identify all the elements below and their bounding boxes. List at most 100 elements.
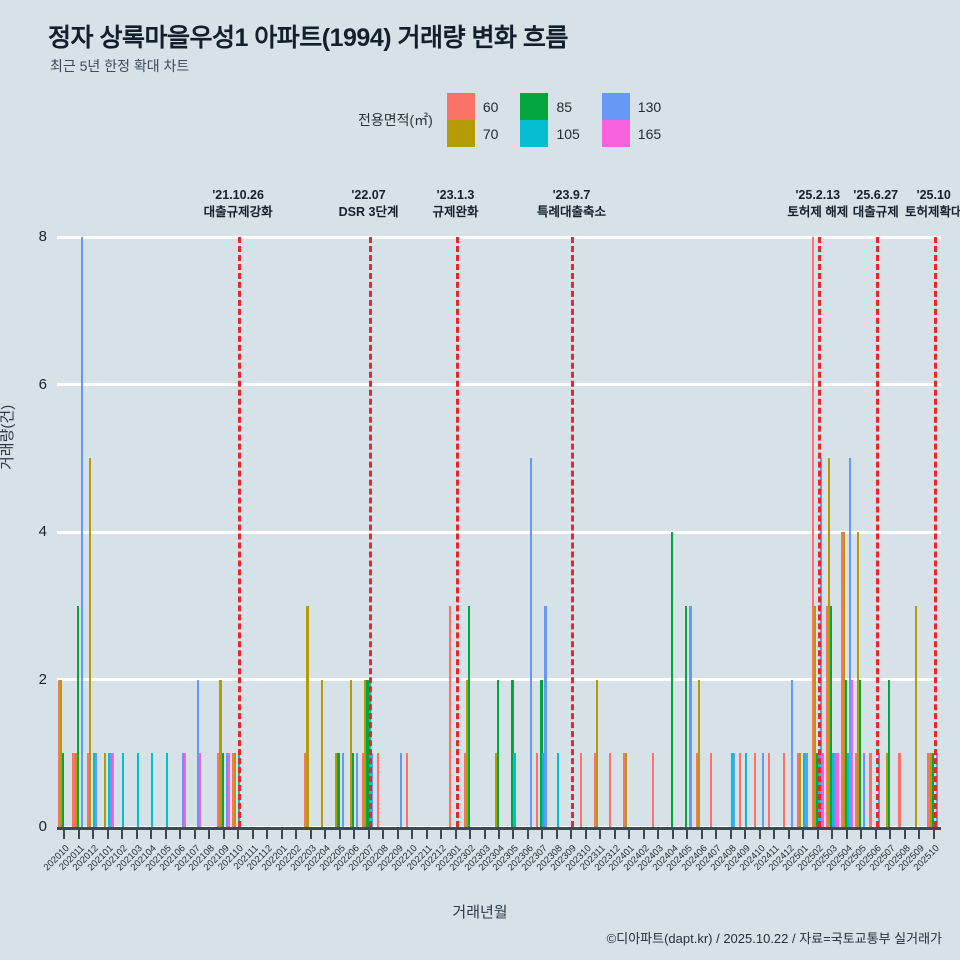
bar-202306-130[interactable] — [529, 458, 533, 827]
bar-202103-105[interactable] — [136, 753, 139, 827]
bar-202106-165[interactable] — [184, 753, 187, 827]
bar-202206-70[interactable] — [349, 679, 353, 827]
bar-202412-130[interactable] — [790, 679, 794, 827]
bar-202011-130[interactable] — [80, 237, 83, 827]
bar-202410-130[interactable] — [761, 753, 765, 827]
bar-202102-105[interactable] — [122, 753, 125, 827]
bar-202509-70[interactable] — [915, 605, 918, 827]
bar-202507-85[interactable] — [888, 679, 891, 827]
bar-202504-85[interactable] — [844, 679, 847, 827]
bar-202506-130[interactable] — [877, 753, 880, 827]
bar-202504-70[interactable] — [842, 532, 845, 827]
bar-202204-70[interactable] — [320, 679, 324, 827]
bar-202501-70[interactable] — [799, 753, 802, 827]
bar-202406-70[interactable] — [697, 679, 700, 827]
bar-202207-130[interactable] — [370, 753, 373, 827]
bar-202510-60[interactable] — [927, 753, 930, 827]
bar-202502-130[interactable] — [819, 458, 823, 827]
bar-202510-85[interactable] — [931, 753, 934, 827]
bar-202503-85[interactable] — [830, 605, 833, 827]
bar-202109-165[interactable] — [227, 753, 230, 827]
bar-202209-130[interactable] — [399, 753, 402, 827]
bar-202503-60[interactable] — [826, 605, 829, 827]
bar-202302-60[interactable] — [463, 753, 466, 827]
bar-202011-60[interactable] — [72, 753, 75, 827]
bar-202101-105[interactable] — [107, 753, 110, 827]
bar-202311-70[interactable] — [596, 679, 599, 827]
bar-202012-60[interactable] — [86, 753, 90, 827]
bar-202011-70[interactable] — [74, 753, 77, 827]
bar-202101-165[interactable] — [111, 753, 114, 827]
bar-202106-130[interactable] — [182, 753, 185, 827]
bar-202307-130[interactable] — [544, 605, 547, 827]
bar-202110-70[interactable] — [233, 753, 237, 827]
bar-202401-70[interactable] — [625, 753, 628, 827]
bar-202505-70[interactable] — [857, 532, 860, 827]
bar-202210-60[interactable] — [405, 753, 408, 827]
bar-202109-70[interactable] — [219, 679, 222, 827]
bar-202302-85[interactable] — [467, 605, 471, 827]
legend-item-70[interactable]: 70 — [446, 120, 498, 147]
bar-202101-130[interactable] — [109, 753, 112, 827]
legend-item-60[interactable]: 60 — [446, 93, 498, 120]
bar-202010-85[interactable] — [62, 753, 65, 827]
bar-202012-130[interactable] — [95, 753, 98, 827]
bar-202205-70[interactable] — [335, 753, 338, 827]
bar-202503-105[interactable] — [832, 753, 835, 827]
bar-202505-130[interactable] — [863, 753, 866, 827]
bar-202107-165[interactable] — [198, 753, 201, 827]
bar-202308-105[interactable] — [556, 753, 560, 827]
bar-202012-105[interactable] — [93, 753, 96, 827]
bar-202502-165[interactable] — [821, 753, 825, 827]
bar-202406-60[interactable] — [695, 753, 698, 827]
bar-202205-130[interactable] — [341, 753, 344, 827]
bar-202405-85[interactable] — [685, 605, 688, 827]
bar-202504-105[interactable] — [846, 753, 849, 827]
bar-202207-60[interactable] — [362, 753, 365, 827]
bar-202408-130[interactable] — [732, 753, 736, 827]
bar-202502-85[interactable] — [815, 753, 818, 827]
bar-202401-60[interactable] — [623, 753, 626, 827]
bar-202305-105[interactable] — [513, 753, 516, 827]
bar-202203-60[interactable] — [304, 753, 307, 827]
bar-202012-70[interactable] — [89, 458, 92, 827]
bar-202411-60[interactable] — [768, 753, 771, 827]
legend-item-105[interactable]: 105 — [520, 120, 580, 147]
bar-202508-60[interactable] — [898, 753, 901, 827]
legend-item-85[interactable]: 85 — [520, 93, 579, 120]
bar-202407-60[interactable] — [710, 753, 713, 827]
bar-202501-60[interactable] — [797, 753, 800, 827]
bar-202207-70[interactable] — [364, 679, 367, 827]
bar-202307-85[interactable] — [540, 679, 543, 827]
bar-202504-165[interactable] — [850, 679, 854, 827]
bar-202504-60[interactable] — [840, 532, 843, 827]
bar-202312-60[interactable] — [608, 753, 611, 827]
bar-202101-70[interactable] — [103, 753, 106, 827]
bar-202307-105[interactable] — [542, 753, 545, 827]
bar-202504-130[interactable] — [848, 458, 851, 827]
bar-202510-130[interactable] — [935, 753, 938, 827]
bar-202507-70[interactable] — [886, 753, 889, 827]
bar-202412-60[interactable] — [782, 753, 785, 827]
bar-202410-60[interactable] — [753, 753, 756, 827]
bar-202109-60[interactable] — [217, 753, 220, 827]
bar-202409-105[interactable] — [745, 753, 748, 827]
bar-202502-70[interactable] — [813, 605, 816, 827]
bar-202107-130[interactable] — [196, 679, 199, 827]
bar-202505-85[interactable] — [859, 679, 862, 827]
bar-202307-60[interactable] — [536, 753, 539, 827]
bar-202305-85[interactable] — [511, 679, 514, 827]
bar-202304-85[interactable] — [496, 679, 500, 827]
bar-202503-70[interactable] — [828, 458, 831, 827]
bar-202206-130[interactable] — [356, 753, 359, 827]
legend-item-130[interactable]: 130 — [601, 93, 661, 120]
legend-item-165[interactable]: 165 — [601, 120, 661, 147]
bar-202105-105[interactable] — [165, 753, 168, 827]
bar-202010-60[interactable] — [57, 679, 61, 827]
bar-202503-130[interactable] — [834, 753, 837, 827]
bar-202110-60[interactable] — [231, 753, 235, 827]
bar-202304-70[interactable] — [494, 753, 497, 827]
bar-202311-60[interactable] — [594, 753, 597, 827]
bar-202408-105[interactable] — [730, 753, 733, 827]
bar-202404-85[interactable] — [670, 532, 673, 827]
